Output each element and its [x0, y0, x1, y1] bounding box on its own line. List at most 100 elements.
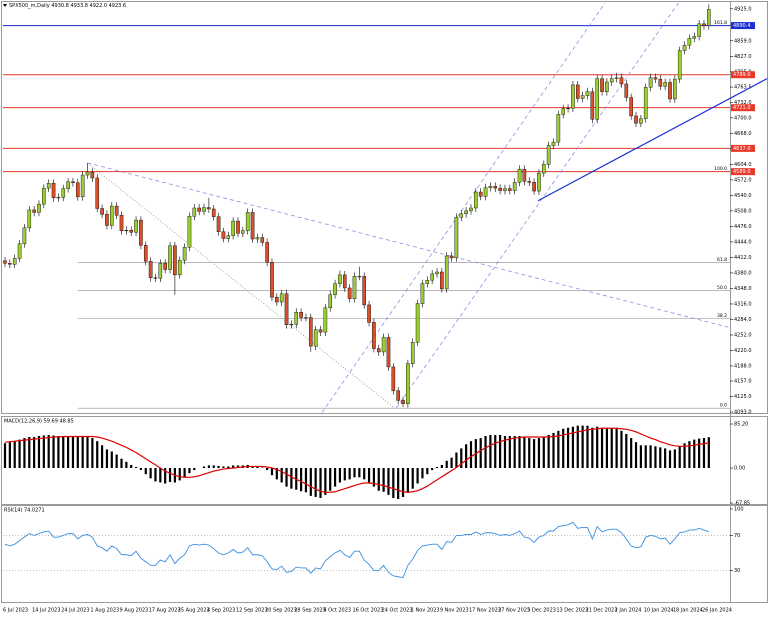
x-tick-label: 14 Jul 2023 — [32, 608, 60, 614]
candle-body — [454, 217, 459, 259]
candle-body — [498, 187, 502, 191]
candle-body — [668, 82, 672, 100]
candle-body — [566, 107, 570, 109]
candle-body — [517, 169, 522, 183]
candle-body — [590, 91, 595, 120]
candle-body — [323, 307, 328, 333]
x-tick-label: 18 Jan 2024 — [673, 608, 703, 614]
candle-body — [508, 188, 512, 191]
y-tick-label: 4125.0 — [734, 394, 752, 400]
candle-body — [197, 207, 201, 212]
y-tick-label: 4827.0 — [734, 54, 752, 60]
trendline — [87, 162, 394, 408]
candle-body — [338, 274, 342, 284]
y-tick-label: 4604.0 — [734, 162, 752, 168]
candle-body — [444, 255, 449, 290]
y-tick-label: 4252.0 — [734, 332, 752, 338]
candle-body — [677, 50, 682, 80]
candle-body — [609, 78, 614, 83]
candle-body — [658, 78, 663, 87]
x-tick-label: 12 Sep 2023 — [236, 608, 268, 614]
chart-title: SPX500_m,Daily 4930.8 4933.8 4922.0 4923… — [9, 3, 126, 9]
candle-body — [537, 172, 541, 192]
candle-body — [95, 177, 100, 209]
candle-body — [488, 185, 493, 188]
candle-body — [352, 276, 357, 299]
x-tick-label: 20 Sep 2023 — [265, 608, 297, 614]
candle-body — [17, 243, 22, 259]
candle-body — [415, 303, 420, 343]
candle-body — [478, 191, 483, 197]
candle-body — [100, 208, 104, 215]
candle-body — [250, 212, 255, 240]
candle-body — [376, 348, 381, 353]
price-tag-label: 4890.4 — [733, 23, 751, 29]
candle-body — [211, 208, 216, 217]
candle-body — [551, 141, 556, 146]
price-tag-label: 4589.0 — [733, 169, 751, 175]
candle-body — [177, 260, 182, 276]
fib-label: 161.8 — [714, 20, 727, 26]
candle-body — [109, 205, 114, 226]
candle-body — [270, 262, 274, 298]
candle-body — [42, 187, 46, 205]
candle-body — [372, 322, 376, 349]
candle-body — [595, 78, 599, 120]
candle-body — [483, 187, 488, 197]
signal-line — [4, 427, 709, 493]
candle-body — [605, 81, 609, 92]
y-tick-label: 4476.0 — [734, 224, 752, 230]
y-tick-label: 4157.0 — [734, 379, 752, 385]
x-tick-label: 4 Sep 2023 — [207, 608, 236, 614]
candle-body — [406, 363, 410, 404]
x-tick-label: 27 Nov 2023 — [498, 608, 530, 614]
candle-body — [541, 164, 546, 174]
price-tag-label: 4721.0 — [733, 105, 751, 111]
candle-body — [556, 114, 561, 143]
candle-body — [580, 95, 585, 99]
trendline — [537, 78, 768, 202]
x-tick-label: 9 Nov 2023 — [440, 608, 469, 614]
candle-body — [143, 245, 148, 262]
x-tick-label: 21 Dec 2023 — [585, 608, 617, 614]
x-tick-label: 24 Oct 2023 — [382, 608, 413, 614]
candle-body — [571, 84, 575, 109]
candle-body — [255, 237, 260, 240]
candle-body — [639, 118, 643, 124]
y-tick-label: 70 — [734, 533, 740, 539]
candle-body — [600, 78, 604, 92]
candle-body — [575, 84, 580, 99]
candle-body — [85, 171, 90, 176]
candle-body — [279, 293, 284, 303]
x-tick-label: 24 Jul 2023 — [61, 608, 89, 614]
price-tag — [731, 22, 755, 30]
candle-body — [328, 294, 333, 309]
candle-body — [464, 210, 468, 215]
candle-body — [653, 77, 658, 80]
candle-body — [80, 174, 85, 198]
candle-body — [459, 213, 464, 218]
candle-body — [202, 207, 206, 212]
x-tick-label: 17 Nov 2023 — [469, 608, 501, 614]
candle-body — [119, 215, 124, 231]
candle-body — [440, 271, 444, 290]
y-tick-label: 4700.0 — [734, 115, 752, 121]
candle-body — [187, 216, 192, 248]
candle-body — [309, 317, 313, 347]
price-tag-label: 4637.0 — [733, 146, 751, 152]
y-tick-label: -67.85 — [734, 501, 750, 507]
price-tag — [731, 71, 755, 79]
rsi-panel-frame — [1, 505, 768, 603]
candle-body — [532, 182, 536, 192]
x-tick-label: 1 Aug 2023 — [90, 608, 119, 614]
candle-body — [289, 324, 294, 326]
menu-arrow[interactable] — [3, 4, 7, 7]
candle-body — [207, 207, 211, 210]
candle-body — [216, 216, 221, 232]
candle-body — [148, 261, 153, 278]
candle-body — [90, 171, 95, 179]
candle-body — [619, 77, 624, 85]
fib-label: 100.0 — [714, 166, 727, 172]
